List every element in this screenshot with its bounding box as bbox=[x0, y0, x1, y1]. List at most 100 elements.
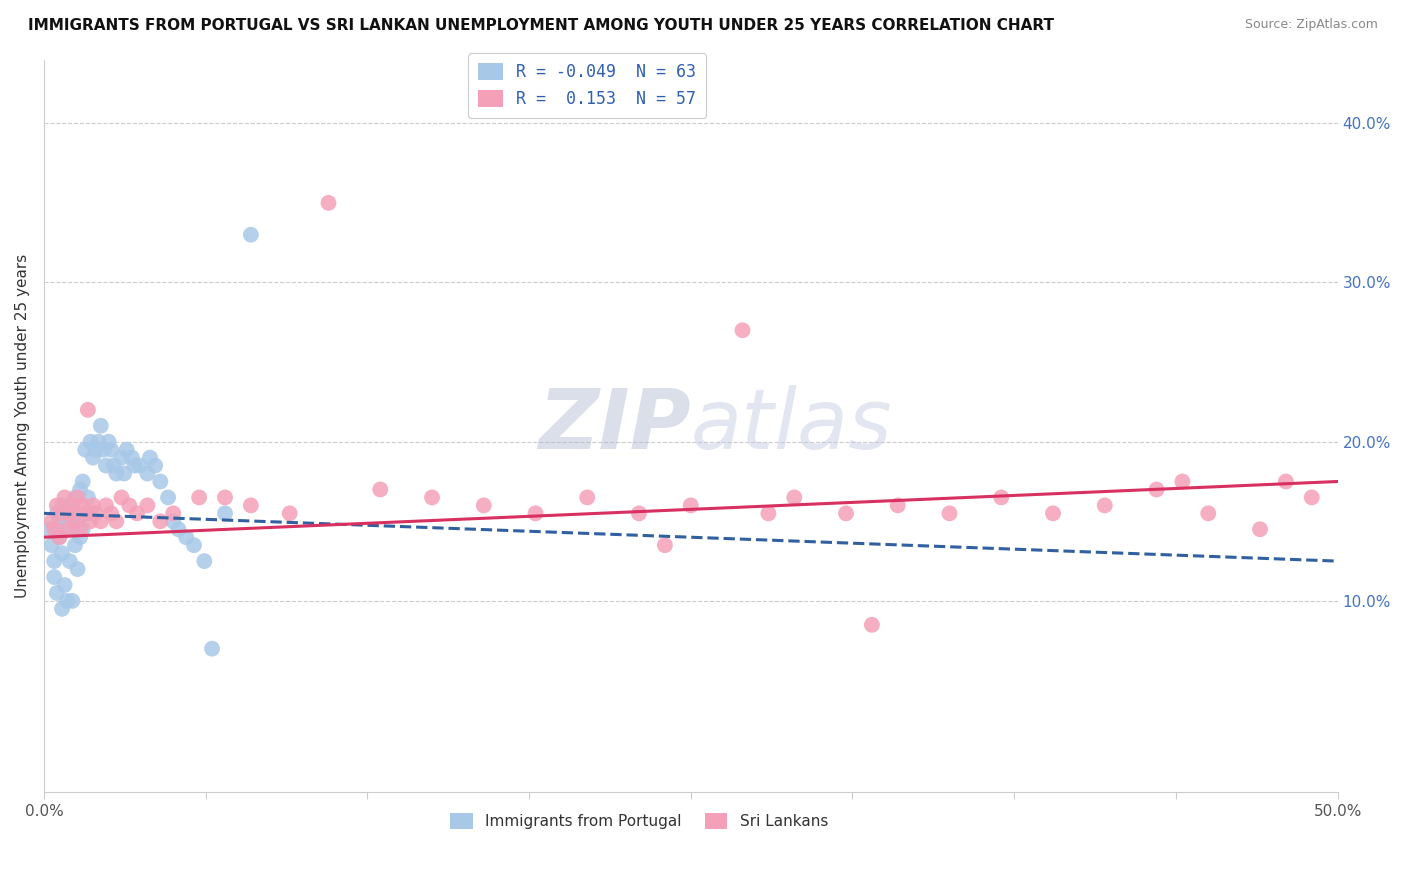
Point bbox=[63, 514, 86, 528]
Point bbox=[758, 506, 780, 520]
Point bbox=[731, 323, 754, 337]
Point bbox=[63, 491, 86, 505]
Point bbox=[53, 506, 76, 520]
Point bbox=[51, 546, 73, 560]
Point bbox=[472, 499, 495, 513]
Point bbox=[84, 442, 107, 457]
Point bbox=[69, 530, 91, 544]
Point bbox=[72, 499, 94, 513]
Point bbox=[938, 506, 960, 520]
Point bbox=[143, 458, 166, 473]
Point bbox=[576, 491, 599, 505]
Point bbox=[627, 506, 650, 520]
Point bbox=[128, 458, 150, 473]
Point bbox=[201, 641, 224, 656]
Point bbox=[110, 450, 132, 465]
Point bbox=[45, 522, 67, 536]
Text: ZIP: ZIP bbox=[538, 385, 690, 467]
Point bbox=[84, 506, 107, 520]
Point bbox=[105, 467, 128, 481]
Point bbox=[66, 514, 89, 528]
Point bbox=[835, 506, 858, 520]
Point bbox=[162, 514, 184, 528]
Point bbox=[72, 522, 94, 536]
Text: IMMIGRANTS FROM PORTUGAL VS SRI LANKAN UNEMPLOYMENT AMONG YOUTH UNDER 25 YEARS C: IMMIGRANTS FROM PORTUGAL VS SRI LANKAN U… bbox=[28, 18, 1054, 33]
Point bbox=[53, 578, 76, 592]
Point bbox=[87, 434, 110, 449]
Point bbox=[1275, 475, 1298, 489]
Point bbox=[183, 538, 205, 552]
Point bbox=[82, 450, 104, 465]
Point bbox=[112, 467, 135, 481]
Point bbox=[90, 514, 112, 528]
Point bbox=[79, 514, 101, 528]
Point bbox=[45, 499, 67, 513]
Point bbox=[48, 514, 70, 528]
Point bbox=[60, 499, 83, 513]
Point bbox=[318, 195, 340, 210]
Point bbox=[239, 499, 262, 513]
Point bbox=[75, 506, 97, 520]
Point bbox=[139, 450, 162, 465]
Point bbox=[1249, 522, 1271, 536]
Point bbox=[524, 506, 547, 520]
Point bbox=[174, 530, 197, 544]
Point bbox=[110, 491, 132, 505]
Point bbox=[66, 562, 89, 576]
Point bbox=[38, 522, 60, 536]
Point bbox=[239, 227, 262, 242]
Point bbox=[162, 506, 184, 520]
Point bbox=[368, 483, 391, 497]
Point bbox=[72, 475, 94, 489]
Point bbox=[48, 530, 70, 544]
Point bbox=[1301, 491, 1323, 505]
Text: atlas: atlas bbox=[690, 385, 893, 467]
Point bbox=[1094, 499, 1116, 513]
Point bbox=[214, 506, 236, 520]
Point bbox=[1197, 506, 1219, 520]
Point bbox=[63, 538, 86, 552]
Point bbox=[679, 499, 702, 513]
Point bbox=[44, 554, 66, 568]
Point bbox=[149, 514, 172, 528]
Point bbox=[93, 442, 115, 457]
Point bbox=[103, 458, 125, 473]
Point bbox=[51, 602, 73, 616]
Point bbox=[115, 442, 138, 457]
Point bbox=[100, 442, 122, 457]
Legend: Immigrants from Portugal, Sri Lankans: Immigrants from Portugal, Sri Lankans bbox=[444, 807, 834, 836]
Point bbox=[82, 499, 104, 513]
Point bbox=[887, 499, 910, 513]
Point bbox=[79, 506, 101, 520]
Point bbox=[44, 570, 66, 584]
Point bbox=[97, 434, 120, 449]
Point bbox=[157, 491, 180, 505]
Point bbox=[51, 506, 73, 520]
Point bbox=[59, 506, 82, 520]
Point bbox=[41, 538, 63, 552]
Point bbox=[1042, 506, 1064, 520]
Point bbox=[53, 491, 76, 505]
Point bbox=[214, 491, 236, 505]
Point bbox=[51, 499, 73, 513]
Point bbox=[56, 522, 79, 536]
Point bbox=[90, 418, 112, 433]
Point bbox=[75, 442, 97, 457]
Point bbox=[105, 514, 128, 528]
Point bbox=[69, 483, 91, 497]
Point bbox=[100, 506, 122, 520]
Point bbox=[56, 594, 79, 608]
Point bbox=[60, 594, 83, 608]
Point bbox=[193, 554, 215, 568]
Point bbox=[783, 491, 806, 505]
Point bbox=[59, 522, 82, 536]
Point bbox=[1146, 483, 1168, 497]
Point bbox=[136, 467, 159, 481]
Point bbox=[44, 522, 66, 536]
Point bbox=[79, 434, 101, 449]
Point bbox=[94, 458, 117, 473]
Point bbox=[59, 554, 82, 568]
Point bbox=[94, 499, 117, 513]
Point bbox=[1171, 475, 1194, 489]
Point bbox=[149, 475, 172, 489]
